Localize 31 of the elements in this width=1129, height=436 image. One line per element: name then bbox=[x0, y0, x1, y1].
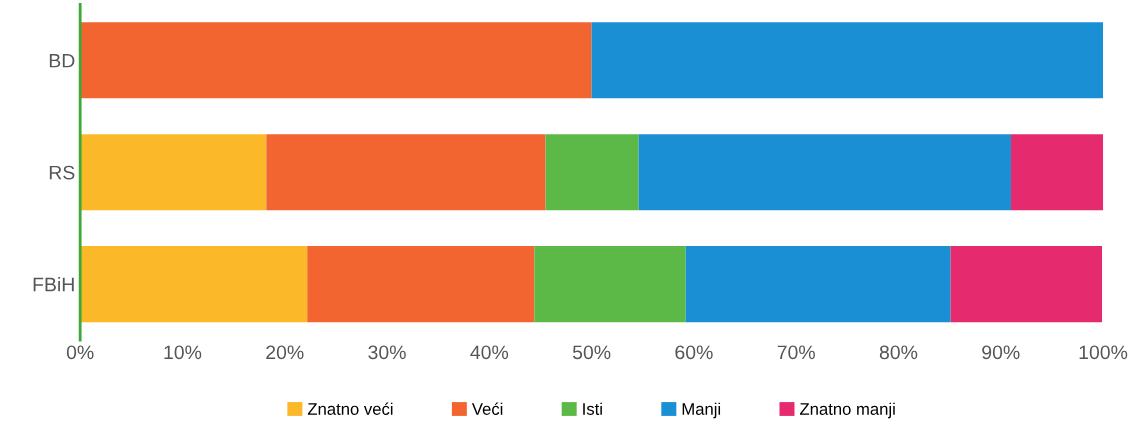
y-tick-label: FBiH bbox=[33, 277, 74, 292]
bar bbox=[266, 134, 546, 211]
bar bbox=[950, 246, 1103, 323]
bar bbox=[1010, 134, 1104, 211]
legend-label: Isti bbox=[583, 402, 602, 415]
bar bbox=[534, 246, 686, 323]
x-tick-label: 40% bbox=[470, 345, 509, 360]
bar bbox=[80, 246, 308, 323]
bar bbox=[80, 134, 267, 211]
legend-label: Znatno veći bbox=[307, 402, 393, 415]
x-tick-label: 30% bbox=[368, 345, 406, 360]
x-tick-label: 100% bbox=[1079, 345, 1128, 360]
bar bbox=[685, 246, 951, 323]
y-tick-label: RS bbox=[49, 165, 75, 180]
x-tick-label: 80% bbox=[879, 345, 918, 360]
x-tick-label: 50% bbox=[572, 345, 611, 360]
legend-label: Veći bbox=[471, 402, 503, 415]
x-tick-label: 10% bbox=[164, 345, 202, 360]
y-tick-label: BD bbox=[49, 53, 75, 68]
x-tick-label: 0% bbox=[66, 345, 94, 360]
legend-label: Znatno manji bbox=[800, 402, 895, 419]
x-tick-label: 20% bbox=[266, 345, 304, 360]
x-tick-label: 90% bbox=[982, 345, 1020, 360]
x-tick-label: 70% bbox=[777, 345, 815, 360]
bar bbox=[638, 134, 1011, 211]
x-tick-label: 60% bbox=[675, 345, 713, 360]
bar bbox=[80, 22, 592, 99]
bar bbox=[591, 22, 1104, 99]
legend-label: Manji bbox=[682, 402, 721, 419]
bar bbox=[545, 134, 639, 211]
bar bbox=[307, 246, 535, 323]
